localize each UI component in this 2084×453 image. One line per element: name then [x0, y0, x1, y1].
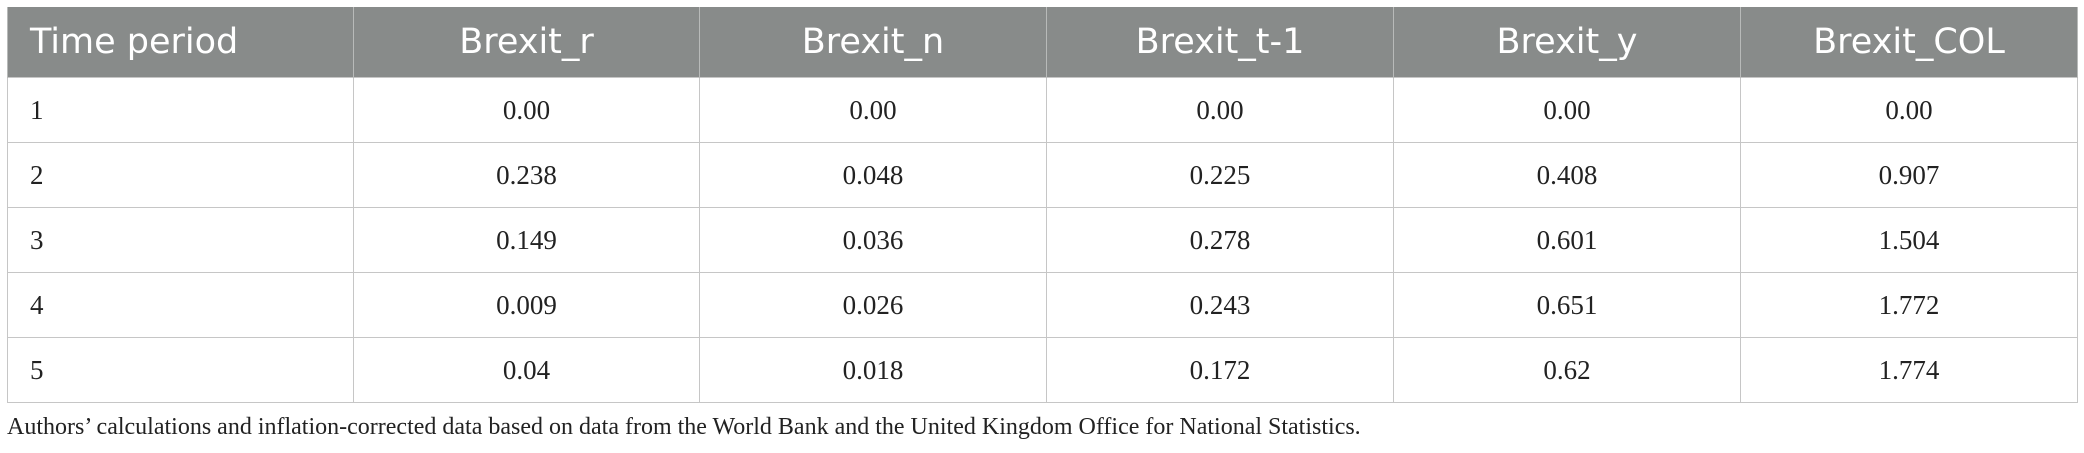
table-cell: 0.408 — [1393, 142, 1741, 208]
table-cell: 0.026 — [699, 272, 1047, 338]
table-cell: 0.149 — [353, 207, 700, 273]
table-row: 5 0.04 0.018 0.172 0.62 1.774 — [7, 337, 2078, 403]
table-cell: 0.036 — [699, 207, 1047, 273]
table-cell: 0.018 — [699, 337, 1047, 403]
table-cell: 0.238 — [353, 142, 700, 208]
table-cell: 0.009 — [353, 272, 700, 338]
table-row: 3 0.149 0.036 0.278 0.601 1.504 — [7, 207, 2078, 273]
table-cell: 0.04 — [353, 337, 700, 403]
table-row: 1 0.00 0.00 0.00 0.00 0.00 — [7, 77, 2078, 143]
data-table-container: Time period Brexit_r Brexit_n Brexit_t-1… — [7, 7, 2078, 403]
table-cell: 4 — [7, 272, 354, 338]
table-cell: 0.172 — [1046, 337, 1394, 403]
column-header-brexit-n: Brexit_n — [699, 7, 1047, 78]
table-cell: 0.225 — [1046, 142, 1394, 208]
table-cell: 0.00 — [699, 77, 1047, 143]
table-cell: 1.504 — [1740, 207, 2078, 273]
data-table: Time period Brexit_r Brexit_n Brexit_t-1… — [7, 7, 2078, 403]
header-row: Time period Brexit_r Brexit_n Brexit_t-1… — [7, 7, 2078, 78]
table-cell: 3 — [7, 207, 354, 273]
table-cell: 0.00 — [353, 77, 700, 143]
column-header-time-period: Time period — [7, 7, 354, 78]
table-footnote: Authors’ calculations and inflation-corr… — [7, 414, 1361, 440]
table-cell: 1.774 — [1740, 337, 2078, 403]
table-cell: 0.62 — [1393, 337, 1741, 403]
table-cell: 5 — [7, 337, 354, 403]
table-cell: 0.278 — [1046, 207, 1394, 273]
table-cell: 0.907 — [1740, 142, 2078, 208]
table-cell: 1.772 — [1740, 272, 2078, 338]
column-header-brexit-t-1: Brexit_t-1 — [1046, 7, 1394, 78]
table-row: 2 0.238 0.048 0.225 0.408 0.907 — [7, 142, 2078, 208]
column-header-brexit-col: Brexit_COL — [1740, 7, 2078, 78]
table-cell: 0.00 — [1740, 77, 2078, 143]
table-cell: 0.651 — [1393, 272, 1741, 338]
table-row: 4 0.009 0.026 0.243 0.651 1.772 — [7, 272, 2078, 338]
table-cell: 0.00 — [1393, 77, 1741, 143]
column-header-brexit-y: Brexit_y — [1393, 7, 1741, 78]
table-cell: 1 — [7, 77, 354, 143]
table-cell: 0.601 — [1393, 207, 1741, 273]
column-header-brexit-r: Brexit_r — [353, 7, 700, 78]
table-cell: 0.243 — [1046, 272, 1394, 338]
table-cell: 0.048 — [699, 142, 1047, 208]
table-cell: 0.00 — [1046, 77, 1394, 143]
table-cell: 2 — [7, 142, 354, 208]
